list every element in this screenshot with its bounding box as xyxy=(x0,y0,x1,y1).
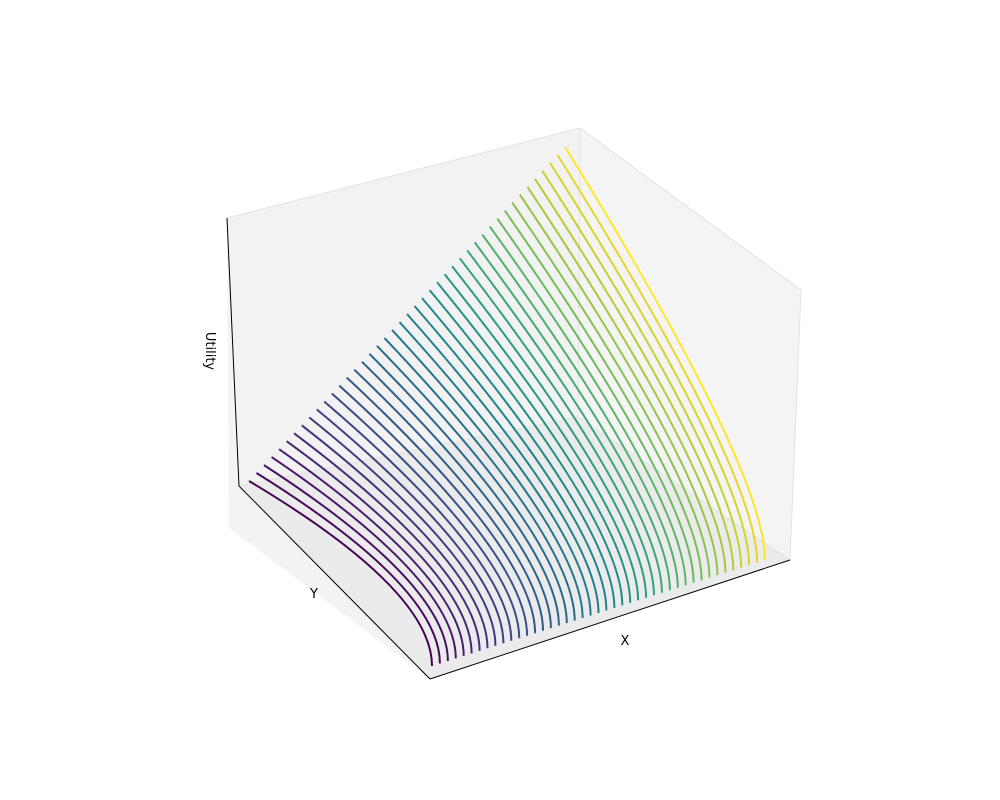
series-line xyxy=(503,210,703,581)
series-line xyxy=(398,321,592,616)
series-line xyxy=(451,265,648,598)
y-axis-label: Y xyxy=(309,587,318,602)
series-line xyxy=(458,257,655,596)
series-line xyxy=(549,162,751,566)
series-line xyxy=(556,154,759,563)
left-pane xyxy=(227,218,437,679)
series-line xyxy=(323,400,513,641)
series-line xyxy=(361,360,552,629)
series-line xyxy=(301,424,489,649)
series-line xyxy=(436,281,632,603)
x-axis-line xyxy=(429,559,791,680)
series-line xyxy=(316,408,505,644)
series-line xyxy=(255,472,441,664)
series-line xyxy=(496,218,695,583)
series-group xyxy=(248,146,766,667)
series-line xyxy=(526,186,727,573)
series-line xyxy=(466,249,663,593)
series-line xyxy=(248,480,433,667)
series-line xyxy=(293,432,481,651)
right-pane xyxy=(578,128,801,560)
series-line xyxy=(519,194,719,576)
series-line xyxy=(271,456,457,659)
pane-edge xyxy=(789,289,802,561)
series-line xyxy=(383,337,576,621)
series-line xyxy=(541,170,743,568)
x-axis-label: X xyxy=(621,634,630,649)
z-axis-label: Utility xyxy=(202,332,217,371)
series-line xyxy=(338,384,529,636)
series-line xyxy=(428,289,624,606)
pane-edge xyxy=(226,127,581,219)
z-axis-line xyxy=(226,217,240,487)
series-line xyxy=(564,146,766,561)
series-line xyxy=(413,305,608,611)
series-line xyxy=(473,241,671,591)
pane-edge xyxy=(577,127,581,418)
series-line xyxy=(368,353,560,626)
series-line xyxy=(488,225,687,586)
series-line xyxy=(346,376,537,634)
series-line xyxy=(308,416,497,646)
back-pane xyxy=(227,128,580,486)
pane-edge xyxy=(579,127,802,291)
series-line xyxy=(481,233,679,588)
series-line xyxy=(406,313,600,614)
series-line xyxy=(376,345,568,624)
series-line xyxy=(331,392,521,639)
y-axis-line xyxy=(238,485,431,680)
series-line xyxy=(534,178,735,571)
series-line xyxy=(286,440,473,654)
series-line xyxy=(511,202,711,578)
series-line xyxy=(443,273,640,601)
series-line xyxy=(353,368,544,631)
series-line xyxy=(278,448,465,656)
series-line xyxy=(263,464,449,662)
series-line xyxy=(391,329,584,619)
series-line xyxy=(421,297,616,609)
